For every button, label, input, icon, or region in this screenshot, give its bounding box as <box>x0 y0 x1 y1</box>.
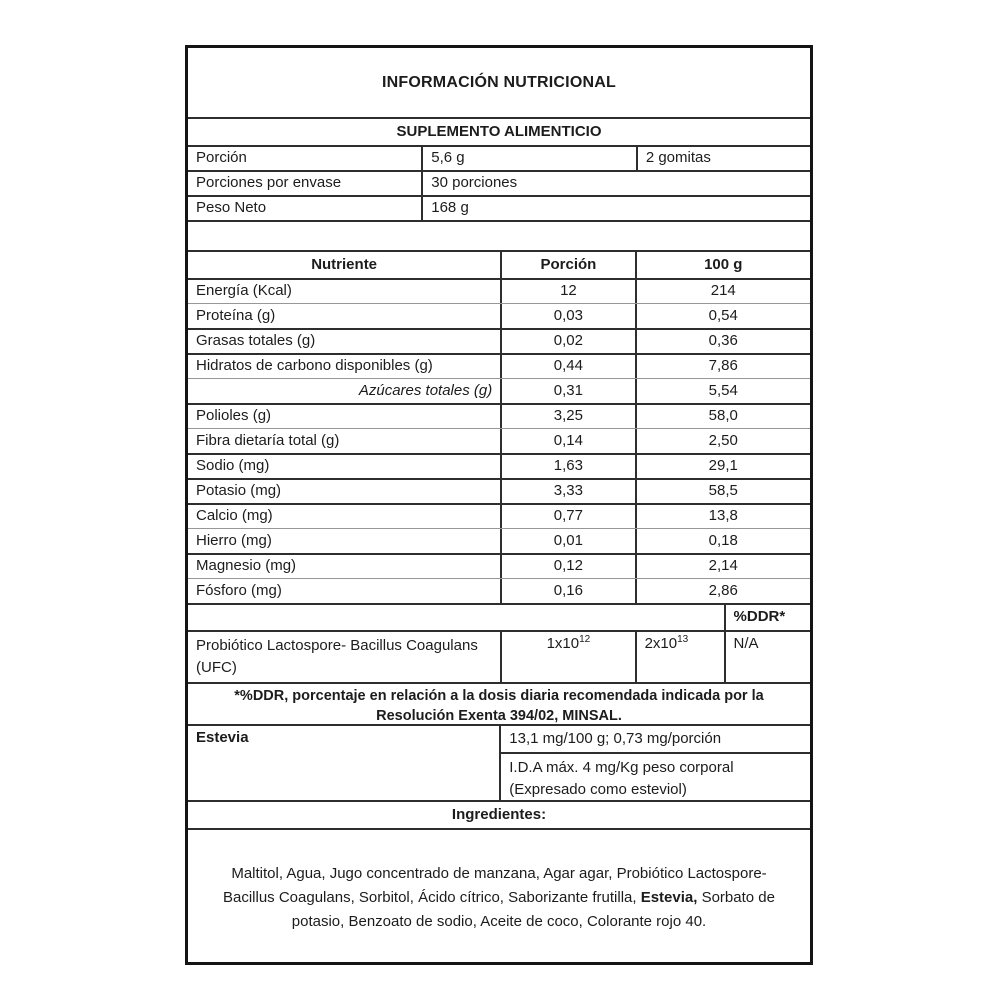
ingredients-text: Maltitol, Agua, Jugo concentrado de manz… <box>188 830 810 962</box>
probiotic-ddr-value: N/A <box>723 632 810 682</box>
nutrient-portion: 0,31 <box>500 379 634 403</box>
nutrition-label: INFORMACIÓN NUTRICIONAL SUPLEMENTO ALIME… <box>185 45 813 965</box>
nutrient-name: Hierro (mg) <box>196 531 272 549</box>
nutrient-name: Energía (Kcal) <box>196 282 292 300</box>
estevia-values: 13,1 mg/100 g; 0,73 mg/porción I.D.A máx… <box>499 726 810 800</box>
nutrient-per100: 29,1 <box>634 455 810 478</box>
table-row-proteina: Proteína (g) 0,03 0,54 <box>188 303 810 328</box>
nutrient-portion: 0,01 <box>500 529 634 553</box>
nutrient-portion: 0,14 <box>500 429 634 453</box>
servings-label: Porciones por envase <box>196 174 342 192</box>
nutrient-per100: 0,18 <box>634 529 810 553</box>
ingredients-header-row: Ingredientes: <box>188 800 810 828</box>
table-row-potasio: Potasio (mg) 3,33 58,5 <box>188 478 810 503</box>
nutrient-portion: 3,33 <box>500 480 634 503</box>
label-subtitle: SUPLEMENTO ALIMENTICIO <box>396 122 602 140</box>
nutrient-per100: 2,50 <box>634 429 810 453</box>
nutrient-name: Fibra dietaría total (g) <box>196 431 340 449</box>
table-row-probiotico: Probiótico Lactospore- Bacillus Coagulan… <box>188 630 810 682</box>
spacer-row <box>188 220 810 250</box>
serving-portion-row: Porción 5,6 g 2 gomitas <box>188 145 810 170</box>
probiotic-portion-base: 1x10 <box>546 635 580 652</box>
nutrient-portion: 3,25 <box>500 405 634 428</box>
nutrient-name: Polioles (g) <box>196 407 272 425</box>
nutrient-per100: 0,36 <box>634 330 810 353</box>
nutrient-per100: 7,86 <box>634 355 810 378</box>
nutrient-per100: 2,14 <box>634 555 810 578</box>
servings-value: 30 porciones <box>421 172 810 195</box>
nutrient-name: Hidratos de carbono disponibles (g) <box>196 357 433 375</box>
ingredients-text-part1: Maltitol, Agua, Jugo concentrado de manz… <box>223 865 767 906</box>
table-row-sodio: Sodio (mg) 1,63 29,1 <box>188 453 810 478</box>
table-row-magnesio: Magnesio (mg) 0,12 2,14 <box>188 553 810 578</box>
nutrient-per100: 5,54 <box>634 379 810 403</box>
probiotic-per100-exponent: 13 <box>677 634 689 645</box>
nutrient-name: Azúcares totales (g) <box>358 381 493 399</box>
servings-per-pack-row: Porciones por envase 30 porciones <box>188 170 810 195</box>
portion-col-header: Porción <box>500 252 634 278</box>
nutrient-header-row: Nutriente Porción 100 g <box>188 250 810 278</box>
label-subtitle-row: SUPLEMENTO ALIMENTICIO <box>188 117 810 145</box>
nutrient-per100: 58,5 <box>634 480 810 503</box>
ddr-header: %DDR* <box>723 605 810 630</box>
ddr-footnote-row: *%DDR, porcentaje en relación a la dosis… <box>188 682 810 724</box>
ingredients-header: Ingredientes: <box>451 805 547 823</box>
nutrient-per100: 2,86 <box>634 579 810 603</box>
label-title: INFORMACIÓN NUTRICIONAL <box>382 73 616 91</box>
nutrient-portion: 1,63 <box>500 455 634 478</box>
nutrient-portion: 0,03 <box>500 304 634 328</box>
nutrient-name: Sodio (mg) <box>196 457 270 475</box>
portion-value: 5,6 g <box>421 147 636 170</box>
estevia-name: Estevia <box>196 729 249 746</box>
nutrient-name: Calcio (mg) <box>196 507 273 525</box>
table-row-grasas: Grasas totales (g) 0,02 0,36 <box>188 328 810 353</box>
ddr-footnote: *%DDR, porcentaje en relación a la dosis… <box>234 688 764 724</box>
nutrient-per100: 58,0 <box>634 405 810 428</box>
probiotic-per100-value: 2x1013 <box>634 632 724 682</box>
estevia-amount: 13,1 mg/100 g; 0,73 mg/porción <box>509 729 722 747</box>
table-row-azucares: Azúcares totales (g) 0,31 5,54 <box>188 378 810 403</box>
estevia-ida-note: I.D.A máx. 4 mg/Kg peso corporal (Expres… <box>501 752 810 800</box>
table-row-hierro: Hierro (mg) 0,01 0,18 <box>188 528 810 553</box>
ddr-header-row: %DDR* <box>188 603 810 630</box>
nutrient-name: Proteína (g) <box>196 306 276 324</box>
ingredients-body-row: Maltitol, Agua, Jugo concentrado de manz… <box>188 828 810 962</box>
label-title-row: INFORMACIÓN NUTRICIONAL <box>188 48 810 117</box>
nutrient-name: Grasas totales (g) <box>196 332 316 350</box>
nutrient-per100: 214 <box>634 280 810 303</box>
nutrient-name: Fósforo (mg) <box>196 581 282 599</box>
portion-units: 2 gomitas <box>635 147 810 170</box>
table-row-fibra: Fibra dietaría total (g) 0,14 2,50 <box>188 428 810 453</box>
probiotic-per100-base: 2x10 <box>644 635 678 652</box>
table-row-fosforo: Fósforo (mg) 0,16 2,86 <box>188 578 810 603</box>
probiotic-name: Probiótico Lactospore- Bacillus Coagulan… <box>196 637 478 676</box>
net-weight-row: Peso Neto 168 g <box>188 195 810 220</box>
table-row-energia: Energía (Kcal) 12 214 <box>188 278 810 303</box>
nutrient-portion: 0,77 <box>500 505 634 528</box>
ingredients-text-bold: Estevia, <box>640 889 698 906</box>
nutrient-portion: 0,16 <box>500 579 634 603</box>
net-weight-label: Peso Neto <box>196 199 267 217</box>
table-row-hidratos: Hidratos de carbono disponibles (g) 0,44… <box>188 353 810 378</box>
ingredients-text-part2: Sorbato de potasio, Benzoato de sodio, A… <box>291 889 775 930</box>
nutrient-col-header: Nutriente <box>311 255 378 273</box>
portion-label: Porción <box>196 149 247 167</box>
nutrient-per100: 13,8 <box>634 505 810 528</box>
nutrient-name: Magnesio (mg) <box>196 557 297 575</box>
per100g-col-header: 100 g <box>634 252 810 278</box>
probiotic-portion-value: 1x1012 <box>500 632 634 682</box>
table-row-calcio: Calcio (mg) 0,77 13,8 <box>188 503 810 528</box>
nutrient-portion: 0,12 <box>500 555 634 578</box>
nutrient-portion: 12 <box>500 280 634 303</box>
nutrient-per100: 0,54 <box>634 304 810 328</box>
estevia-row: Estevia 13,1 mg/100 g; 0,73 mg/porción I… <box>188 724 810 800</box>
net-weight-value: 168 g <box>421 197 810 220</box>
nutrient-name: Potasio (mg) <box>196 482 282 500</box>
table-row-polioles: Polioles (g) 3,25 58,0 <box>188 403 810 428</box>
probiotic-portion-exponent: 12 <box>579 634 591 645</box>
ddr-header-empty-cell <box>188 605 724 630</box>
nutrient-portion: 0,44 <box>500 355 634 378</box>
nutrient-portion: 0,02 <box>500 330 634 353</box>
